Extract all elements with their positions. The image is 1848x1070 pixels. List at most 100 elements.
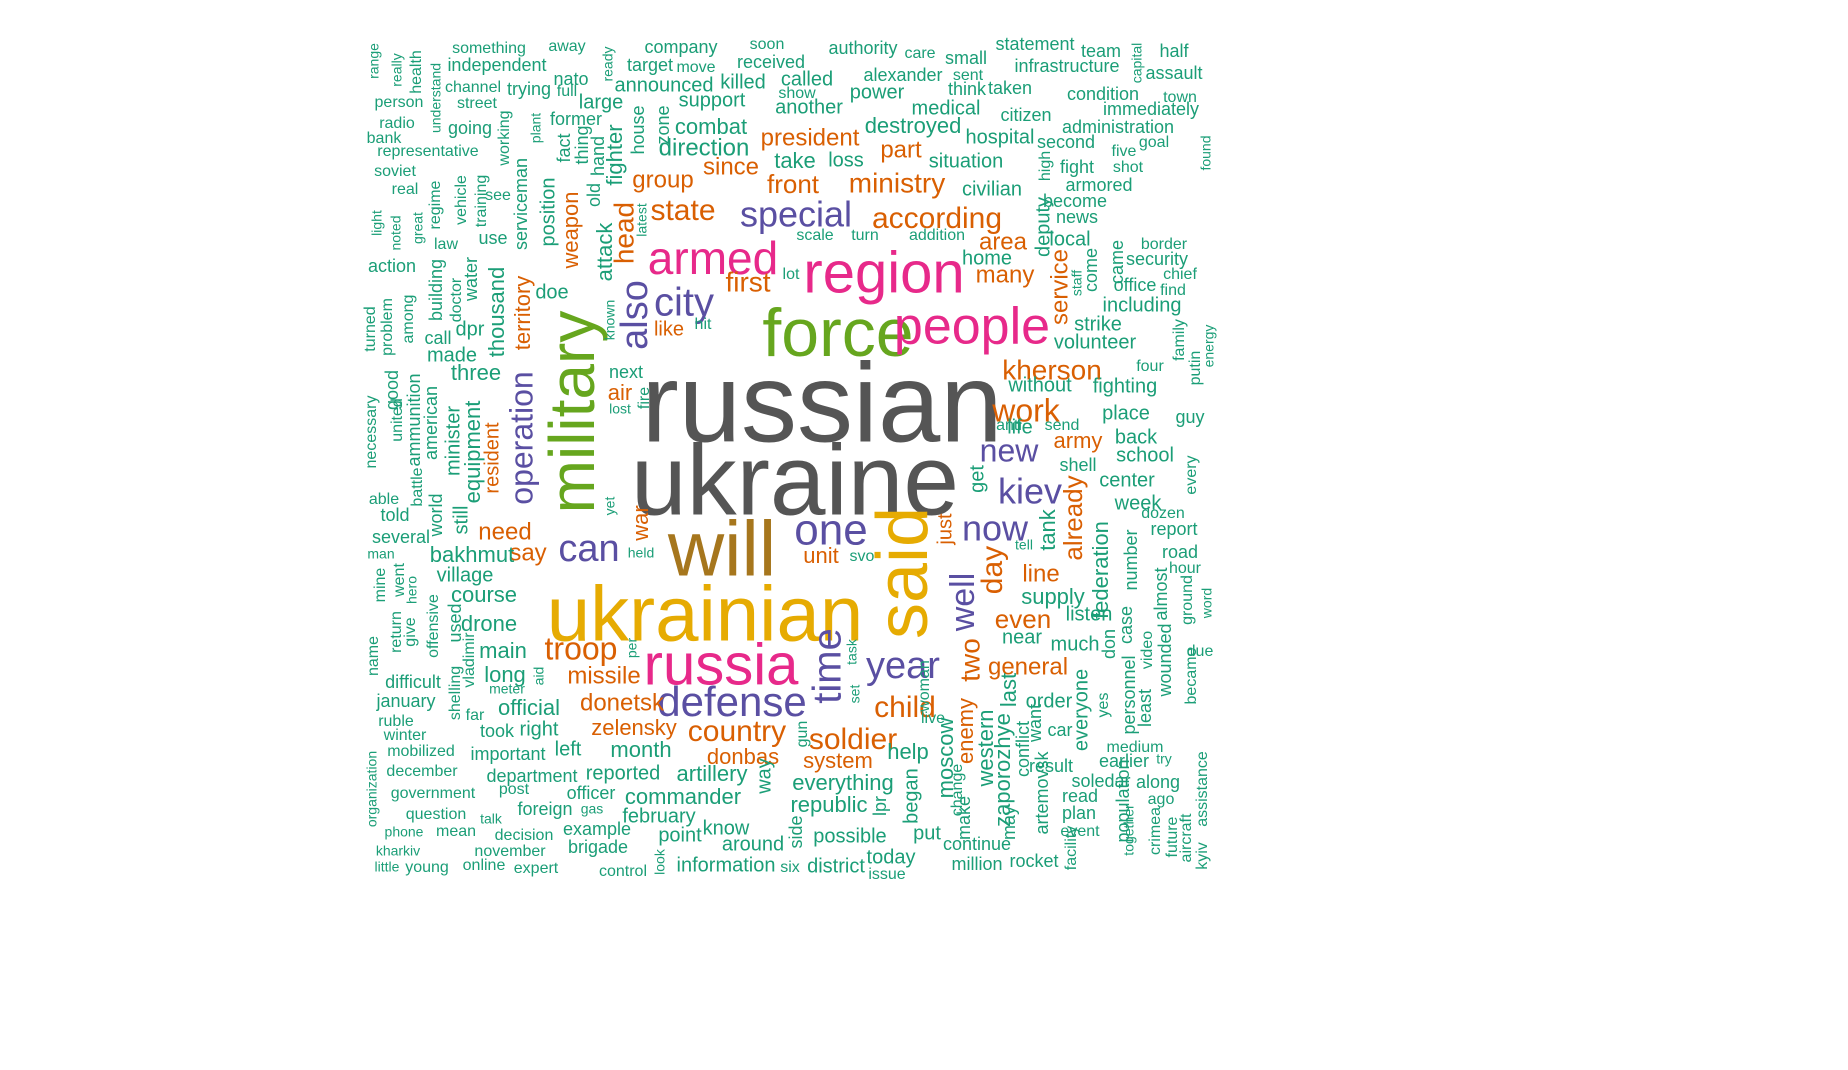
word-target: target [627, 55, 673, 75]
word-change: change [949, 764, 966, 817]
word-scale: scale [796, 227, 833, 244]
word-administration: administration [1062, 117, 1174, 137]
word-reported: reported [586, 762, 661, 784]
word-shot: shot [1113, 159, 1144, 176]
word-combat: combat [675, 114, 747, 139]
word-put: put [913, 822, 941, 844]
word-bank: bank [367, 130, 403, 147]
word-military: military [536, 311, 608, 514]
word-least: least [1135, 689, 1155, 727]
word-look: look [652, 848, 668, 875]
word-phone: phone [385, 824, 424, 840]
word-car: car [1047, 720, 1072, 740]
word-went: went [391, 563, 408, 598]
word-wounded: wounded [1155, 623, 1175, 697]
word-yet: yet [602, 497, 618, 516]
word-ammunition: ammunition [404, 373, 424, 466]
word-young: young [405, 859, 449, 876]
word-along: along [1136, 772, 1180, 792]
word-house: house [628, 105, 648, 154]
word-january: january [375, 691, 435, 711]
word-yes: yes [1095, 693, 1112, 718]
word-point: point [658, 824, 702, 846]
word-life: life [1007, 416, 1033, 438]
word-hand: hand [588, 136, 608, 176]
word-first: first [725, 266, 770, 297]
word-service: service [1046, 249, 1073, 325]
word-fire: fire [636, 387, 653, 409]
word-brigade: brigade [568, 837, 628, 857]
word-hour: hour [1169, 560, 1202, 577]
word-without: without [1007, 374, 1072, 396]
word-december: december [386, 763, 458, 780]
word-don: don [1099, 629, 1119, 659]
word-read: read [1062, 786, 1098, 806]
word-made: made [427, 344, 477, 366]
word-among: among [400, 295, 417, 344]
word-staff: staff [1069, 270, 1085, 296]
word-official: official [498, 695, 560, 720]
word-task: task [844, 638, 860, 665]
word-city: city [654, 281, 714, 325]
word-putin: putin [1187, 351, 1204, 386]
word-near: near [1002, 626, 1042, 648]
word-attack: attack [592, 222, 617, 282]
word-way: way [753, 758, 775, 795]
word-gun: gun [794, 721, 811, 748]
word-place: place [1102, 402, 1150, 424]
word-tank: tank [1035, 508, 1060, 551]
word-artillery: artillery [677, 761, 748, 786]
word-drone: drone [461, 611, 517, 636]
word-position: position [537, 178, 559, 247]
word-addition: addition [909, 227, 965, 244]
word-everything: everything [792, 770, 894, 795]
word-online: online [463, 857, 506, 874]
word-armored: armored [1065, 175, 1132, 195]
word-child: child [874, 691, 936, 724]
word-foreign: foreign [517, 799, 572, 819]
word-held: held [628, 545, 654, 561]
word-line: line [1022, 560, 1059, 587]
word-man: man [367, 546, 394, 562]
word-kherson: kherson [1002, 354, 1102, 385]
word-still: still [450, 506, 472, 535]
word-give: give [402, 617, 419, 646]
word-guy: guy [1175, 407, 1204, 427]
word-war: war [628, 505, 653, 541]
word-information: information [677, 854, 776, 876]
word-say: say [509, 539, 546, 566]
word-announced: announced [615, 74, 714, 96]
word-took: took [480, 721, 515, 741]
word-two: two [954, 638, 985, 682]
word-general: general [988, 653, 1068, 680]
word-decision: decision [495, 827, 554, 844]
word-loss: loss [828, 149, 864, 171]
word-per: per [624, 638, 640, 659]
word-vladimir: vladimir [461, 632, 478, 688]
word-air: air [608, 380, 632, 405]
word-capital: capital [1129, 43, 1145, 83]
word-republic: republic [790, 792, 867, 817]
word-rocket: rocket [1009, 851, 1058, 871]
word-listen: listen [1066, 603, 1113, 625]
word-town: town [1163, 89, 1197, 106]
word-doe: doe [535, 281, 568, 303]
word-want: want [1025, 704, 1045, 743]
word-kiev: kiev [998, 471, 1062, 512]
word-thing: thing [572, 125, 592, 164]
word-week: week [1114, 492, 1163, 514]
word-began: began [900, 768, 922, 824]
word-six: six [780, 859, 800, 876]
word-street: street [457, 95, 498, 112]
word-work: work [991, 392, 1061, 428]
word-resident: resident [481, 422, 503, 494]
word-missile: missile [567, 662, 640, 689]
word-already: already [1058, 475, 1088, 560]
word-due: due [1187, 643, 1214, 660]
word-according: according [872, 202, 1002, 235]
word-word: word [1199, 588, 1215, 619]
word-special: special [740, 194, 852, 235]
word-example: example [563, 819, 631, 839]
word-region: region [803, 240, 964, 305]
word-border: border [1141, 236, 1188, 253]
